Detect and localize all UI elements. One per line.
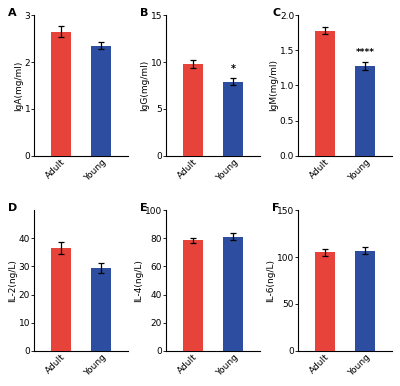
Text: ****: ****	[356, 48, 375, 57]
Bar	[183, 64, 203, 156]
Bar	[223, 82, 244, 156]
Bar	[91, 268, 112, 351]
Bar	[91, 46, 112, 156]
Y-axis label: IgA(mg/ml): IgA(mg/ml)	[14, 60, 23, 111]
Text: A: A	[8, 8, 17, 18]
Bar	[223, 237, 244, 351]
Text: E: E	[140, 203, 148, 213]
Bar	[183, 240, 203, 351]
Bar	[51, 32, 71, 156]
Text: C: C	[272, 8, 280, 18]
Bar	[355, 66, 376, 156]
Y-axis label: IL-2(ng/L): IL-2(ng/L)	[8, 259, 17, 302]
Bar	[315, 30, 335, 156]
Text: D: D	[8, 203, 18, 213]
Y-axis label: IgG(mg/ml): IgG(mg/ml)	[140, 60, 149, 111]
Bar	[355, 251, 376, 351]
Bar	[315, 252, 335, 351]
Text: F: F	[272, 203, 280, 213]
Y-axis label: IL-6(ng/L): IL-6(ng/L)	[267, 259, 276, 302]
Text: B: B	[140, 8, 149, 18]
Text: *: *	[231, 64, 236, 74]
Y-axis label: IL-4(ng/L): IL-4(ng/L)	[134, 259, 144, 302]
Bar	[51, 248, 71, 351]
Y-axis label: IgM(mg/ml): IgM(mg/ml)	[270, 59, 278, 112]
